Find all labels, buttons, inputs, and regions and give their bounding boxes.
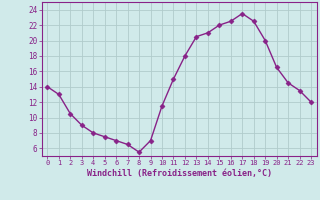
X-axis label: Windchill (Refroidissement éolien,°C): Windchill (Refroidissement éolien,°C)	[87, 169, 272, 178]
